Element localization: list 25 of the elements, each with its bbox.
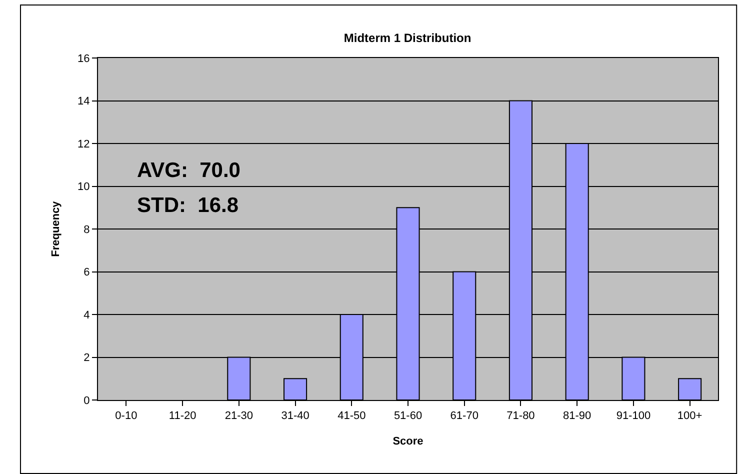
y-axis-title: Frequency bbox=[50, 200, 62, 257]
x-axis-title: Score bbox=[392, 435, 424, 448]
x-tick-label: 100+ bbox=[677, 410, 702, 422]
y-tick-label: 4 bbox=[84, 309, 90, 322]
x-tick-label: 91-100 bbox=[616, 410, 651, 422]
y-tick-label: 12 bbox=[78, 138, 90, 150]
y-tick-label: 0 bbox=[84, 394, 90, 407]
chart-title: Midterm 1 Distribution bbox=[344, 31, 472, 46]
x-tick-label: 0-10 bbox=[115, 410, 138, 422]
x-tick-label: 51-60 bbox=[394, 410, 422, 422]
annotation: AVG: 70.0 bbox=[137, 159, 240, 182]
x-tick-label: 61-70 bbox=[450, 410, 478, 422]
y-tick-label: 2 bbox=[84, 352, 90, 364]
y-tick-label: 8 bbox=[84, 224, 90, 236]
y-tick-label: 6 bbox=[84, 266, 90, 279]
annotation: STD: 16.8 bbox=[137, 194, 239, 217]
y-tick-label: 10 bbox=[78, 181, 90, 194]
x-tick-label: 71-80 bbox=[506, 410, 535, 422]
y-tick-label: 16 bbox=[78, 52, 90, 65]
y-tick-label: 14 bbox=[78, 96, 90, 108]
x-tick-label: 21-30 bbox=[224, 410, 253, 422]
x-tick-label: 41-50 bbox=[338, 410, 366, 422]
x-tick-label: 31-40 bbox=[281, 410, 310, 422]
x-tick-label: 81-90 bbox=[563, 410, 592, 422]
x-tick-label: 11-20 bbox=[168, 410, 196, 422]
